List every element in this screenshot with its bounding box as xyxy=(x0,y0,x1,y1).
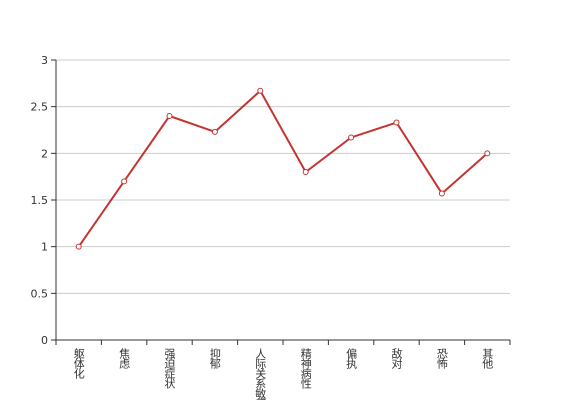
x-tick-label: 强迫症状 xyxy=(163,348,176,389)
y-tick-label: 1.5 xyxy=(31,194,49,207)
x-tick-label: 焦虑 xyxy=(118,348,131,369)
point xyxy=(393,119,400,126)
point xyxy=(121,178,128,185)
x-tick-label: 其他 xyxy=(481,348,494,369)
x-tick-label: 人际关系敏感 xyxy=(254,348,267,400)
point xyxy=(302,169,309,175)
x-tick-label: 恐怖 xyxy=(435,348,448,369)
point xyxy=(484,150,491,157)
point xyxy=(438,190,445,197)
y-tick-label: 0 xyxy=(41,334,48,347)
x-tick-label: 精神病性 xyxy=(299,348,312,390)
x-tick-label: 敌对 xyxy=(390,347,403,369)
point xyxy=(166,113,173,119)
point xyxy=(348,134,355,141)
point xyxy=(75,243,82,250)
y-tick-label: 2.5 xyxy=(31,101,49,114)
x-tick-label: 偏执 xyxy=(345,347,358,370)
point xyxy=(211,128,218,135)
x-tick-label: 抑郁 xyxy=(208,347,221,369)
line xyxy=(77,89,488,248)
y-tick-label: 1 xyxy=(41,241,48,254)
y-tick-label: 2 xyxy=(41,147,48,160)
x-tick-label: 躯体化 xyxy=(72,348,85,380)
point xyxy=(257,87,264,94)
y-tick-label: 0.5 xyxy=(31,287,49,300)
y-tick-label: 3 xyxy=(41,54,48,67)
